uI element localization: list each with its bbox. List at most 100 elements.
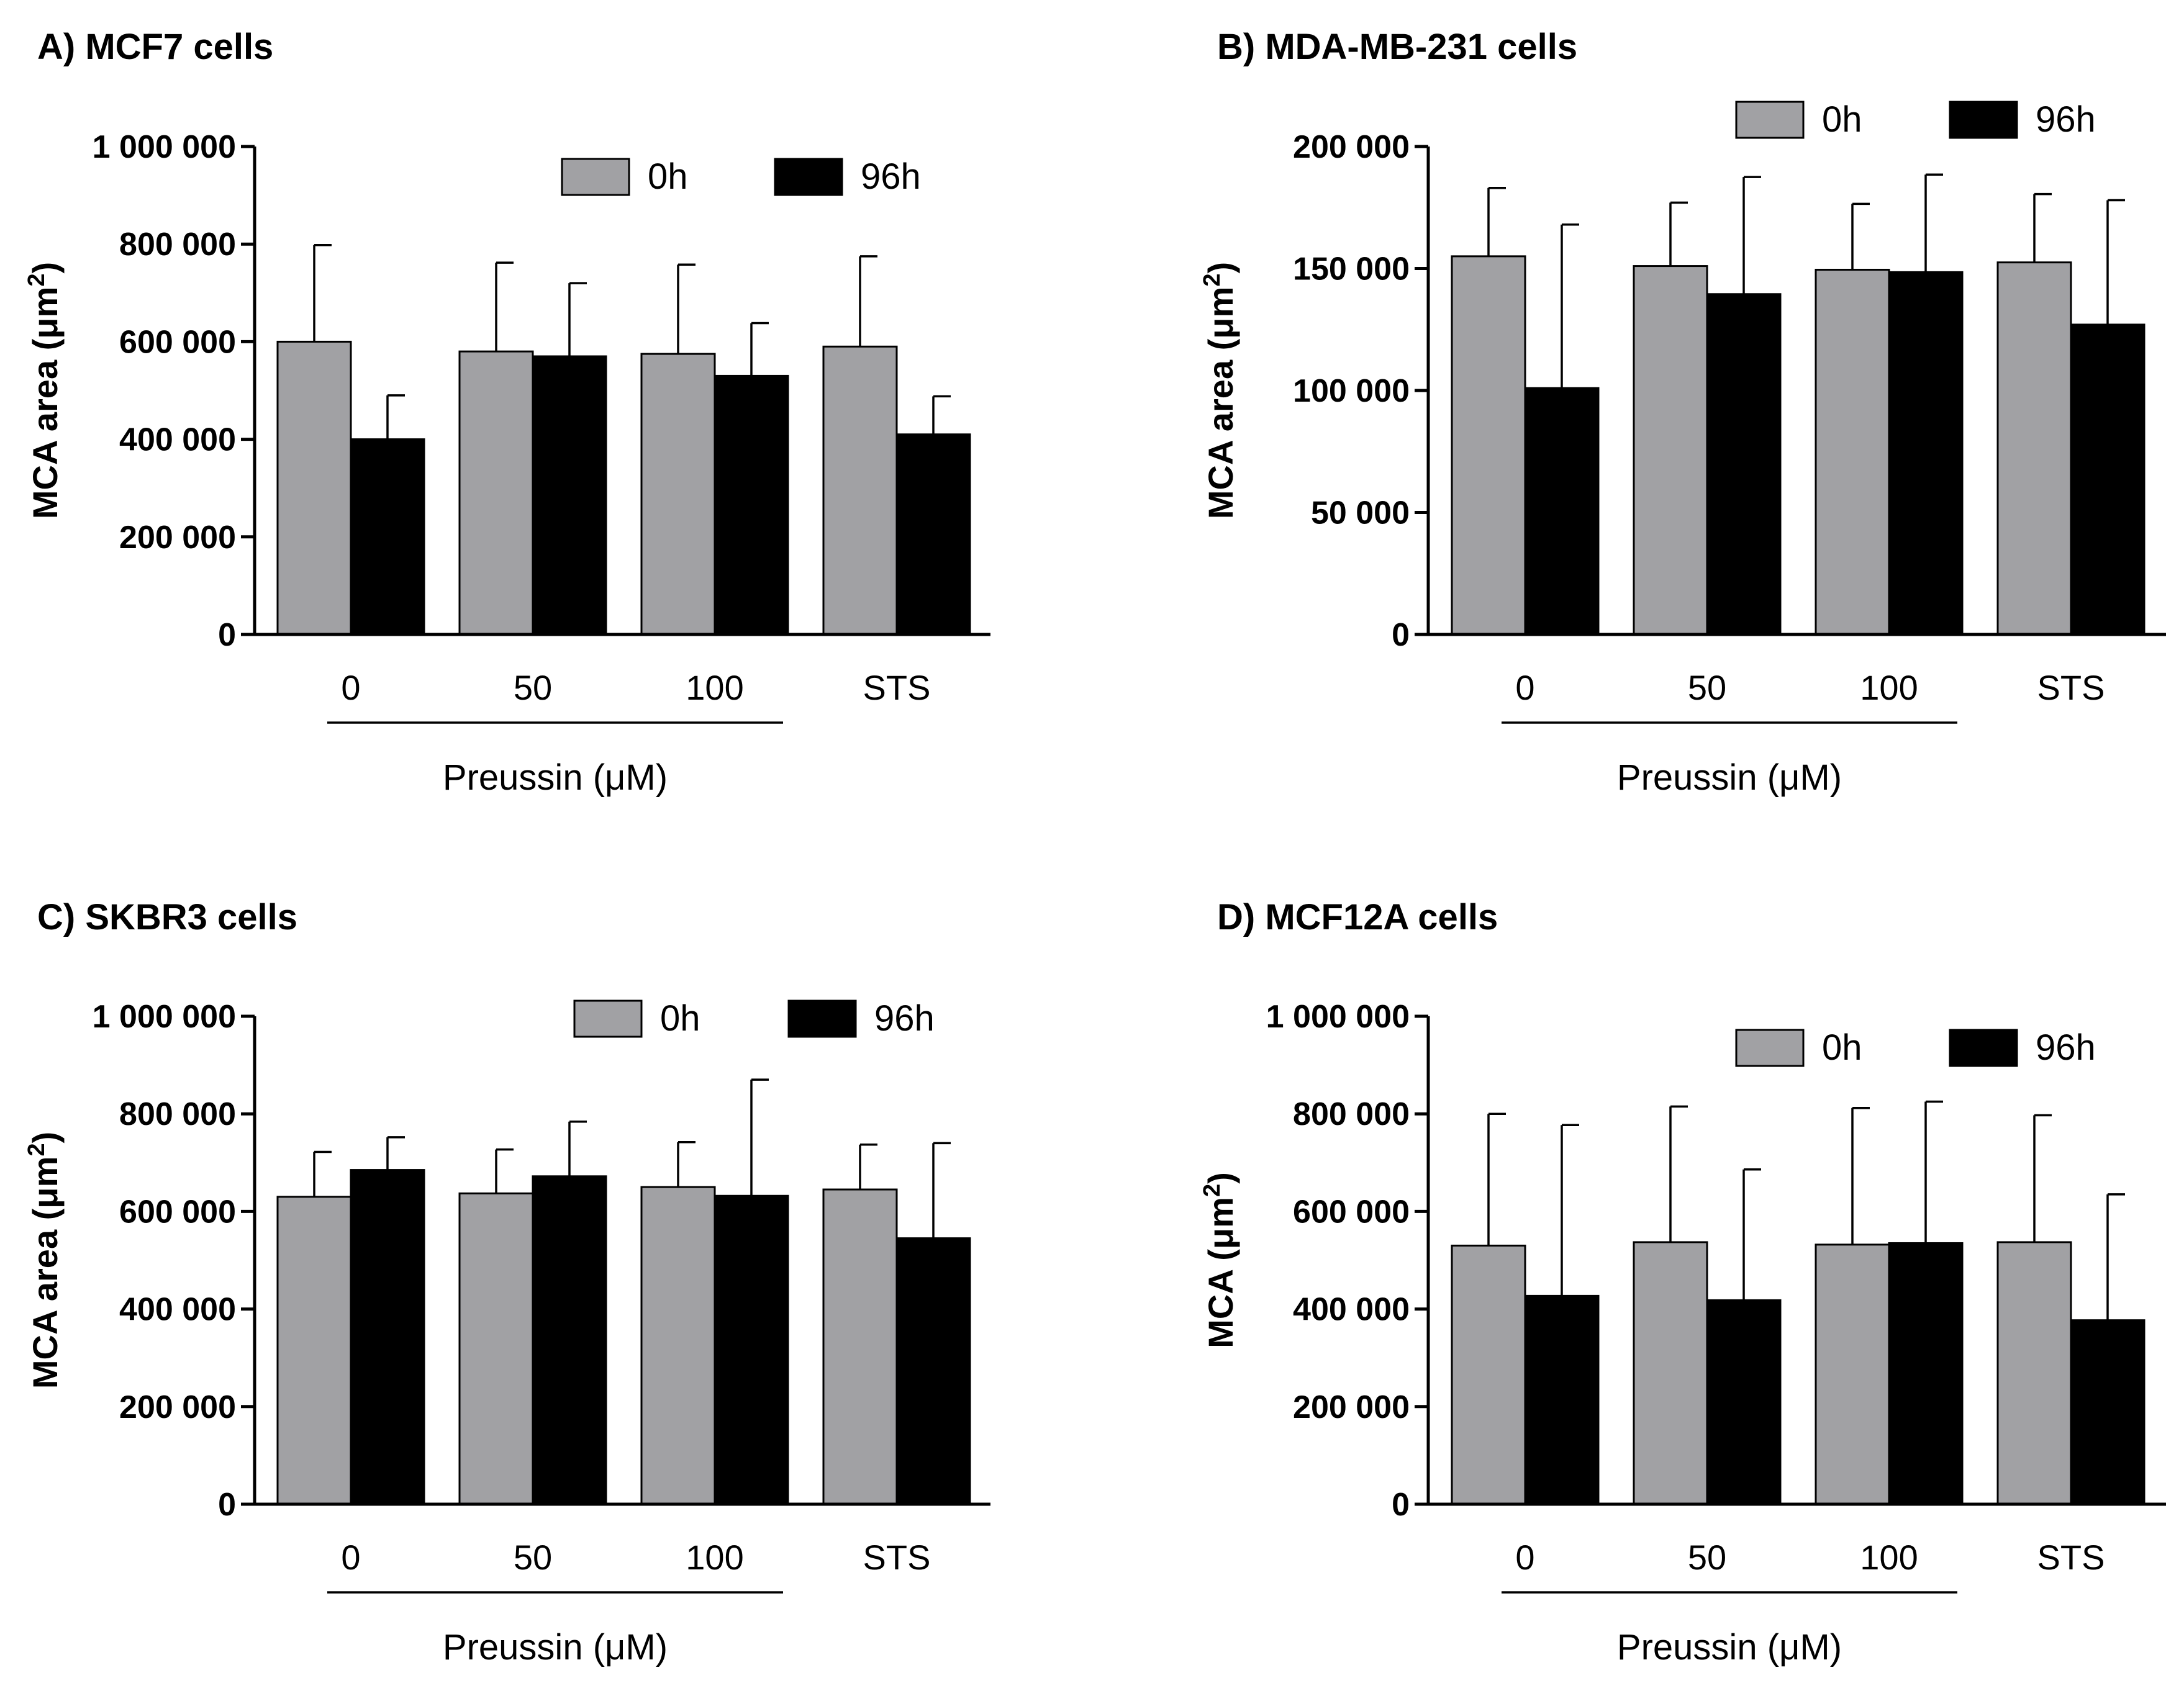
- bar-96h: [1524, 387, 1600, 636]
- chart-title: B) MDA-MB-231 cells: [1217, 27, 1577, 67]
- chart-panel-b: B) MDA-MB-231 cells MCA area (μm2) 0 50 100 S…: [1199, 27, 2166, 798]
- bar-0h: [640, 1186, 716, 1505]
- y-tick-label: 200 000: [1293, 129, 1410, 165]
- bar-0h: [276, 1196, 352, 1505]
- y-tick-label: 400 000: [1293, 1292, 1410, 1328]
- bar-96h: [1706, 293, 1782, 636]
- y-tick-label: 0: [218, 617, 236, 653]
- bar-0h: [1633, 265, 1708, 636]
- bar-96h: [350, 438, 425, 636]
- legend-label-96h: 96h: [874, 998, 935, 1039]
- legend-swatch-96h: [1949, 1029, 2018, 1067]
- bar-0h: [1815, 268, 1890, 636]
- legend-label-96h: 96h: [2036, 99, 2096, 140]
- bar-96h: [532, 1175, 607, 1505]
- bar-96h: [1888, 271, 1964, 636]
- y-axis-label: MCA area (μm2): [1199, 262, 1240, 519]
- x-tick-label: 0: [341, 1538, 360, 1577]
- legend-label-96h: 96h: [2036, 1027, 2096, 1068]
- y-tick-label: 1 000 000: [1266, 999, 1410, 1035]
- y-tick-label: 800 000: [119, 227, 236, 263]
- x-tick-label: STS: [863, 1538, 931, 1577]
- x-tick-label: 100: [686, 668, 743, 707]
- chart-panel-a: A) MCF7 cells MCA area (μm2) 0 50 100 STS 0 200…: [24, 27, 990, 798]
- bar-0h: [1451, 1244, 1526, 1505]
- bar-96h: [2070, 1319, 2145, 1505]
- bar-0h: [1633, 1241, 1708, 1505]
- legend-label-96h: 96h: [861, 156, 921, 197]
- bar-96h: [1706, 1299, 1782, 1505]
- bar-0h: [458, 1192, 534, 1505]
- bar-96h: [532, 355, 607, 636]
- x-tick-label: 50: [1688, 668, 1726, 707]
- x-axis-label: Preussin (μM): [443, 1627, 668, 1667]
- legend-swatch-0h: [1735, 101, 1805, 139]
- legend-label-0h: 0h: [1822, 99, 1862, 140]
- bar-96h: [350, 1169, 425, 1505]
- bar-96h: [895, 1237, 971, 1505]
- x-axis-label: Preussin (μM): [1617, 757, 1842, 798]
- y-tick-label: 400 000: [119, 1292, 236, 1328]
- legend-label-0h: 0h: [660, 998, 700, 1039]
- legend-swatch-0h: [1735, 1029, 1805, 1067]
- y-tick-label: 0: [1392, 1487, 1410, 1523]
- x-tick-label: STS: [2037, 1538, 2105, 1577]
- legend-swatch-96h: [787, 999, 857, 1038]
- x-tick-label: STS: [863, 668, 931, 707]
- chart-panel-c: C) SKBR3 cells MCA area (μm2) 0 50 100 STS 0 20…: [24, 897, 990, 1667]
- y-axis-label: MCA area (μm2): [24, 1132, 65, 1389]
- bar-0h: [458, 350, 534, 636]
- bar-0h: [1451, 255, 1526, 636]
- y-tick-label: 0: [218, 1487, 236, 1523]
- y-tick-label: 800 000: [1293, 1096, 1410, 1132]
- x-axis-label: Preussin (μM): [443, 757, 668, 798]
- bar-0h: [822, 345, 898, 636]
- y-axis-label: MCA (μm2): [1199, 1172, 1240, 1348]
- legend-swatch-0h: [573, 999, 643, 1038]
- y-tick-label: 1 000 000: [93, 999, 236, 1035]
- legend-swatch-96h: [774, 158, 843, 196]
- bar-0h: [1996, 261, 2072, 636]
- chart-panel-d: D) MCF12A cells MCA (μm2) 0 50 100 STS 0 200 00…: [1199, 897, 2166, 1667]
- y-tick-label: 150 000: [1293, 251, 1410, 287]
- legend-label-0h: 0h: [648, 156, 688, 197]
- x-tick-label: 50: [514, 668, 552, 707]
- bar-0h: [276, 340, 352, 636]
- y-tick-label: 1 000 000: [93, 129, 236, 165]
- bar-96h: [895, 433, 971, 636]
- y-tick-label: 600 000: [119, 1194, 236, 1230]
- y-tick-label: 0: [1392, 617, 1410, 653]
- bar-96h: [714, 1194, 789, 1505]
- y-tick-label: 600 000: [119, 324, 236, 360]
- chart-title: C) SKBR3 cells: [37, 897, 297, 937]
- bar-0h: [822, 1188, 898, 1505]
- x-tick-label: 100: [1860, 668, 1918, 707]
- x-tick-label: 0: [341, 668, 360, 707]
- x-tick-label: 100: [686, 1538, 743, 1577]
- bar-96h: [1888, 1242, 1964, 1505]
- bar-0h: [1815, 1243, 1890, 1505]
- x-tick-label: 0: [1515, 1538, 1534, 1577]
- y-tick-label: 100 000: [1293, 373, 1410, 409]
- y-tick-label: 50 000: [1311, 495, 1410, 531]
- y-tick-label: 800 000: [119, 1096, 236, 1132]
- legend-swatch-0h: [561, 158, 630, 196]
- x-tick-label: 50: [514, 1538, 552, 1577]
- chart-title: D) MCF12A cells: [1217, 897, 1498, 937]
- x-tick-label: 0: [1515, 668, 1534, 707]
- y-tick-label: 200 000: [1293, 1389, 1410, 1425]
- y-tick-label: 200 000: [119, 1389, 236, 1425]
- x-tick-label: 50: [1688, 1538, 1726, 1577]
- y-tick-label: 200 000: [119, 520, 236, 556]
- bar-96h: [1524, 1294, 1600, 1505]
- bar-0h: [1996, 1241, 2072, 1505]
- legend-swatch-96h: [1949, 101, 2018, 139]
- bar-96h: [714, 374, 789, 636]
- bar-96h: [2070, 323, 2145, 636]
- x-tick-label: STS: [2037, 668, 2105, 707]
- y-axis-label: MCA area (μm2): [24, 262, 65, 519]
- y-tick-label: 600 000: [1293, 1194, 1410, 1230]
- y-tick-label: 400 000: [119, 422, 236, 458]
- x-axis-label: Preussin (μM): [1617, 1627, 1842, 1667]
